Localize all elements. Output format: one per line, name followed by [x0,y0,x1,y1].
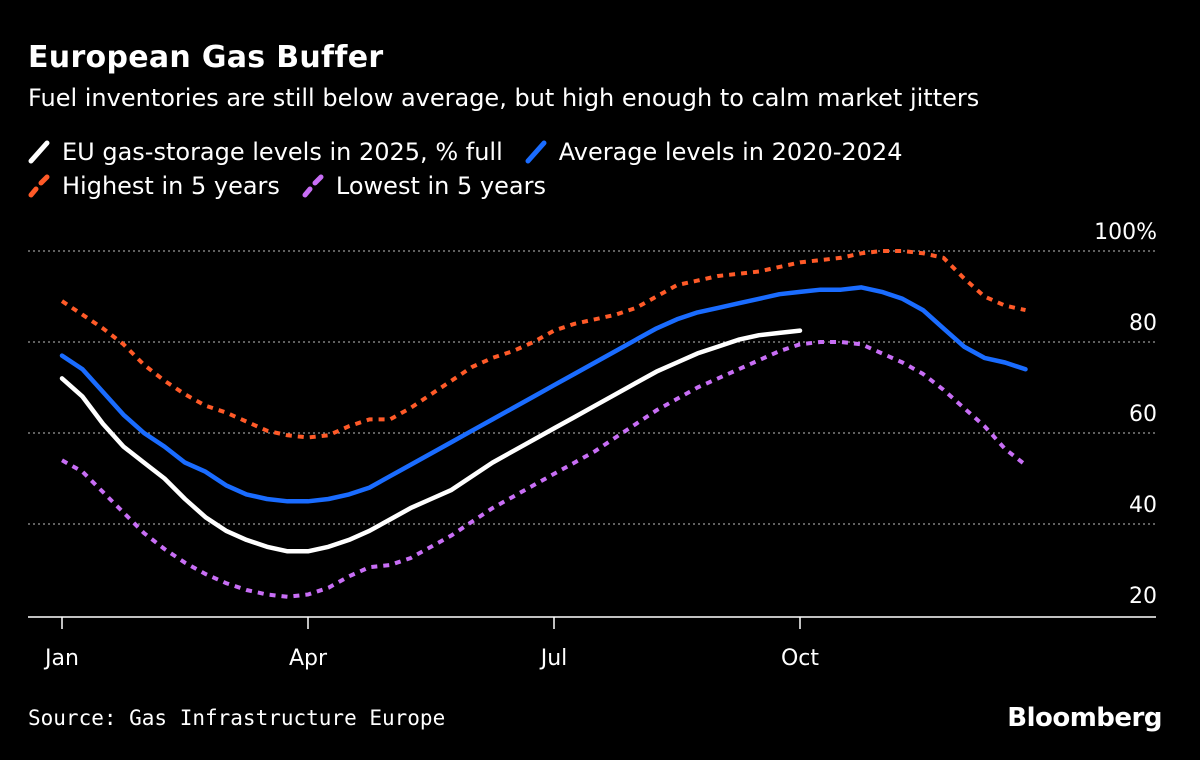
series-line-2025 [59,328,803,554]
legend-label-average: Average levels in 2020-2024 [558,138,903,166]
legend-item-average: Average levels in 2020-2024 [525,138,903,166]
series-lines [59,249,1028,599]
legend-label-2025: EU gas-storage levels in 2025, % full [62,138,503,166]
source-note: Source: Gas Infrastructure Europe [28,706,446,730]
chart-title: European Gas Buffer [28,40,384,75]
legend-swatch-highest [28,174,50,198]
legend-swatch-2025 [28,140,50,164]
y-tick-label-20: 20 [1129,584,1157,609]
x-axis: Jan Apr Jul Oct [28,616,1156,671]
bloomberg-logo: Bloomberg [1007,703,1162,733]
y-tick-label-60: 60 [1129,402,1157,427]
legend-row-2: Highest in 5 years Lowest in 5 years [28,172,568,200]
chart-subtitle: Fuel inventories are still below average… [28,84,980,112]
legend-item-2025: EU gas-storage levels in 2025, % full [28,138,503,166]
y-tick-label-100: 100% [1094,220,1157,245]
x-tick-label-jan: Jan [43,646,79,671]
x-tick-label-jul: Jul [539,646,568,671]
series-line-lowest [61,340,1027,599]
legend-item-lowest: Lowest in 5 years [302,172,546,200]
legend-swatch-lowest [302,174,324,198]
series-line-highest [60,249,1026,440]
legend-item-highest: Highest in 5 years [28,172,280,200]
x-tick-label-oct: Oct [781,646,819,671]
y-axis-ticks: 100% 80 60 40 20 [1094,220,1157,609]
series-line-average [59,285,1028,504]
legend-label-lowest: Lowest in 5 years [335,172,546,200]
legend-row-1: EU gas-storage levels in 2025, % full Av… [28,138,924,166]
x-tick-label-apr: Apr [289,646,328,671]
gridlines [28,250,1156,525]
legend-swatch-average [525,140,547,164]
y-tick-label-40: 40 [1129,493,1157,518]
legend-label-highest: Highest in 5 years [62,172,280,200]
y-tick-label-80: 80 [1129,311,1157,336]
